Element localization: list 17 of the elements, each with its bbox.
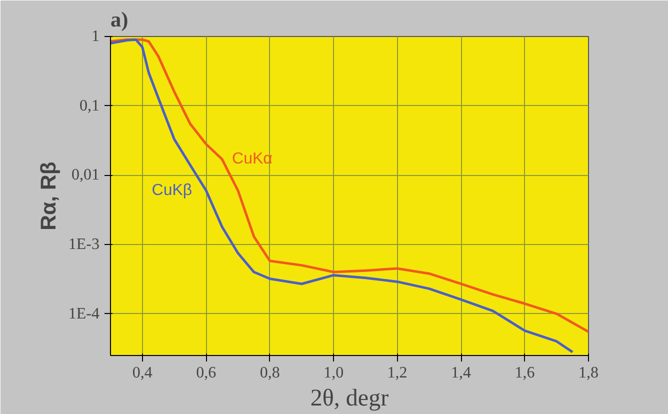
y-axis-title: Rα, Rβ: [36, 162, 60, 230]
y-tick-label: 0,01: [72, 166, 100, 184]
x-tick-label: 0,6: [196, 364, 216, 382]
y-tick-label: 1E-4: [68, 305, 100, 322]
y-tick-label: 0,1: [80, 97, 100, 114]
x-tick-label: 0,4: [132, 364, 152, 382]
y-tick-label: 1E-3: [68, 236, 100, 253]
x-tick-label: 1,0: [324, 364, 344, 382]
x-tick-label: 0,8: [260, 364, 280, 382]
x-tick-label: 1,4: [451, 364, 472, 382]
annotation: CuKβ: [152, 182, 192, 200]
chart-title: a): [110, 8, 128, 32]
x-axis-title: 2θ, degr: [310, 386, 389, 412]
x-tick-label: 1,2: [387, 364, 408, 382]
y-tick-label: 1: [92, 28, 100, 45]
x-tick-label: 1,8: [578, 364, 598, 382]
x-tick-label: 1,6: [514, 364, 535, 382]
